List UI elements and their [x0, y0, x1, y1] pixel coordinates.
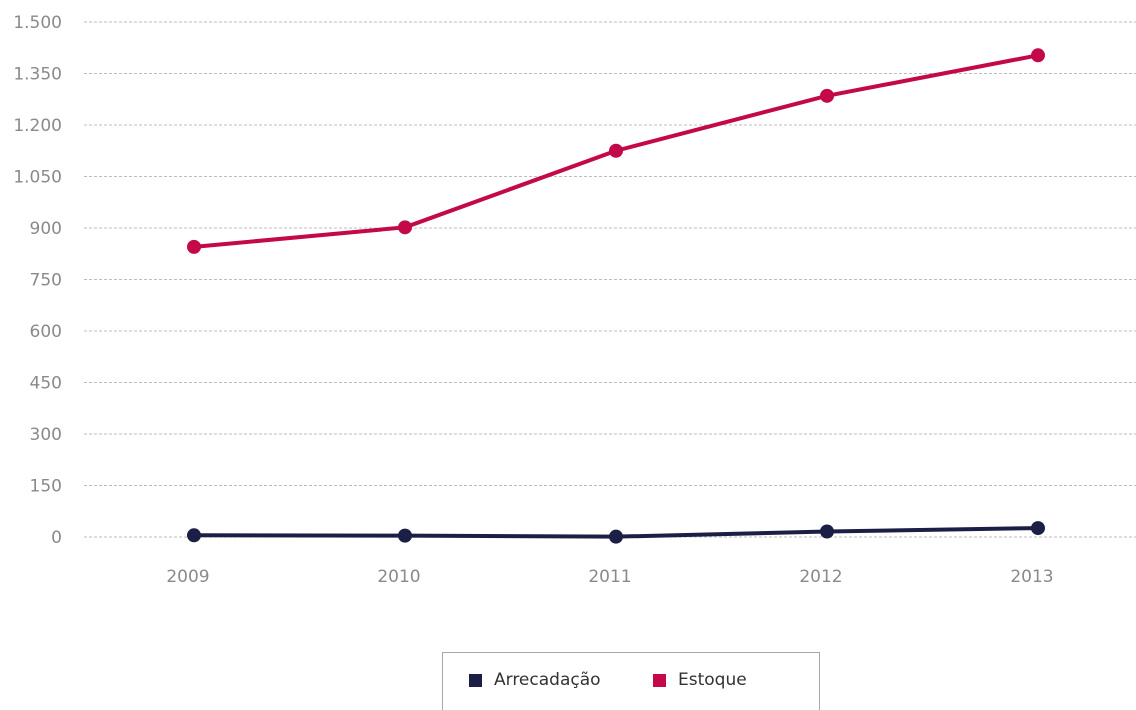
data-point-estoque-2011 — [609, 143, 623, 158]
y-tick-label-750: 750 — [30, 271, 62, 291]
legend-label-arrecadacao: Arrecadação — [494, 670, 601, 690]
legend-item-arrecadacao: Arrecadação — [469, 670, 601, 690]
data-point-arrecadacao-2013 — [1031, 521, 1045, 536]
data-point-estoque-2010 — [398, 220, 412, 235]
x-tick-label-2010: 2010 — [377, 567, 420, 587]
y-tick-label-150: 150 — [30, 477, 62, 497]
series — [187, 48, 1045, 544]
legend-swatch-arrecadacao — [469, 673, 482, 687]
x-tick-label-2012: 2012 — [799, 567, 842, 587]
data-point-estoque-2012 — [820, 88, 834, 103]
legend-item-estoque: Estoque — [653, 670, 747, 690]
x-tick-label-2009: 2009 — [166, 567, 209, 587]
y-axis: 0 150 300 450 600 750 900 1.050 1.200 1.350 1.500 — [13, 13, 62, 548]
legend: Arrecadação Estoque — [442, 652, 820, 710]
x-tick-label-2013: 2013 — [1010, 567, 1053, 587]
legend-label-estoque: Estoque — [678, 670, 747, 690]
grid — [84, 21, 1136, 538]
data-point-arrecadacao-2012 — [820, 524, 834, 539]
y-tick-label-1200: 1.200 — [13, 116, 62, 136]
y-tick-label-1500: 1.500 — [13, 13, 62, 33]
x-axis: 2009 2010 2011 2012 2013 — [166, 567, 1053, 587]
y-tick-label-1050: 1.050 — [13, 168, 62, 188]
series-arrecadacao — [187, 521, 1045, 544]
y-tick-label-900: 900 — [30, 219, 62, 239]
data-point-estoque-2013 — [1031, 48, 1045, 63]
y-tick-label-600: 600 — [30, 322, 62, 342]
legend-swatch-estoque — [653, 673, 666, 687]
y-tick-label-450: 450 — [30, 374, 62, 394]
data-point-arrecadacao-2011 — [609, 529, 623, 544]
data-point-estoque-2009 — [187, 239, 201, 254]
series-estoque — [187, 48, 1045, 254]
x-tick-label-2011: 2011 — [588, 567, 631, 587]
data-point-arrecadacao-2010 — [398, 528, 412, 543]
y-tick-label-300: 300 — [30, 425, 62, 445]
data-point-arrecadacao-2009 — [187, 528, 201, 543]
y-tick-label-1350: 1.350 — [13, 65, 62, 85]
y-tick-label-0: 0 — [51, 528, 62, 548]
